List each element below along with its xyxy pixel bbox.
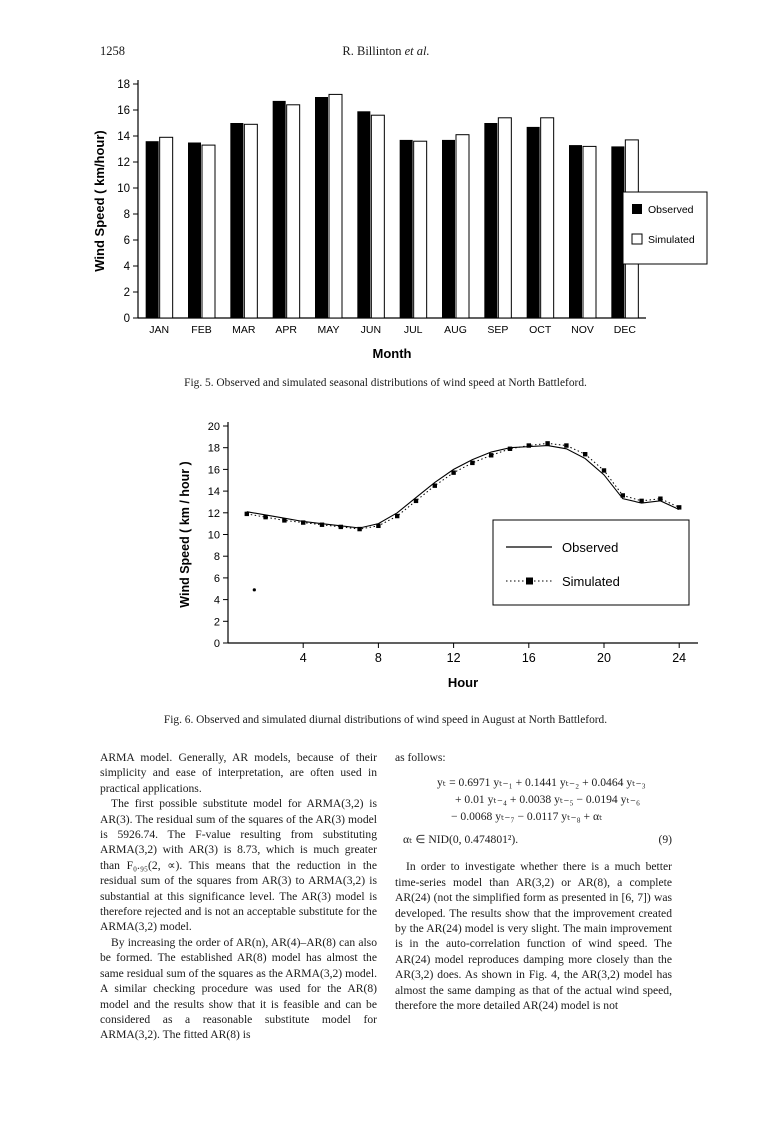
stray-mark xyxy=(252,588,256,592)
svg-text:Wind Speed ( km/hour): Wind Speed ( km/hour) xyxy=(92,130,107,271)
svg-text:8: 8 xyxy=(124,209,130,221)
svg-text:12: 12 xyxy=(117,157,130,169)
svg-text:MAY: MAY xyxy=(318,324,340,336)
svg-text:AUG: AUG xyxy=(444,324,467,336)
svg-text:0: 0 xyxy=(214,638,220,650)
svg-text:10: 10 xyxy=(208,530,220,542)
equation-number: (9) xyxy=(658,833,672,847)
svg-text:APR: APR xyxy=(275,324,297,336)
svg-text:20: 20 xyxy=(208,421,220,433)
svg-text:20: 20 xyxy=(597,651,611,665)
equation-line: yₜ = 0.6971 yₜ₋₁ + 0.1441 yₜ₋₂ + 0.0464 … xyxy=(437,776,646,790)
paragraph: ARMA model. Generally, AR models, becaus… xyxy=(100,751,377,795)
simulated-bars xyxy=(159,93,639,319)
observed-line xyxy=(246,444,680,529)
svg-text:Observed: Observed xyxy=(562,540,618,555)
svg-text:12: 12 xyxy=(208,508,220,520)
svg-text:14: 14 xyxy=(208,486,220,498)
equation-line: − 0.0068 yₜ₋₇ − 0.0117 yₜ₋₈ + αₜ xyxy=(451,810,603,824)
svg-text:8: 8 xyxy=(375,651,382,665)
svg-text:JUN: JUN xyxy=(361,324,381,336)
svg-text:24: 24 xyxy=(672,651,686,665)
paragraph: as follows: xyxy=(395,751,446,764)
svg-text:Hour: Hour xyxy=(448,675,478,690)
svg-text:16: 16 xyxy=(117,105,130,117)
svg-text:Month: Month xyxy=(373,346,412,361)
svg-text:18: 18 xyxy=(208,443,220,455)
left-column: ARMA model. Generally, AR models, becaus… xyxy=(100,750,377,1043)
svg-text:2: 2 xyxy=(214,616,220,628)
running-head-author: R. Billinton xyxy=(342,44,402,58)
svg-text:NOV: NOV xyxy=(571,324,594,336)
svg-text:0: 0 xyxy=(124,313,130,325)
svg-text:6: 6 xyxy=(214,573,220,585)
svg-text:FEB: FEB xyxy=(191,324,211,336)
equation-condition-row: αₜ ∈ NID(0, 0.474801²). (9) xyxy=(395,831,672,848)
svg-text:16: 16 xyxy=(522,651,536,665)
svg-text:Simulated: Simulated xyxy=(648,234,695,246)
right-column: as follows: yₜ = 0.6971 yₜ₋₁ + 0.1441 yₜ… xyxy=(395,750,672,1043)
svg-text:MAR: MAR xyxy=(232,324,256,336)
simulated-markers xyxy=(244,441,682,532)
fig6-legend: Observed Simulated xyxy=(492,519,690,606)
svg-text:10: 10 xyxy=(117,183,130,195)
equation-line: + 0.01 yₜ₋₄ + 0.0038 yₜ₋₅ − 0.0194 yₜ₋₆ xyxy=(455,793,640,807)
paragraph: In order to investigate whether there is… xyxy=(395,860,672,1013)
page-header: 1258 R. Billinton et al. xyxy=(100,44,672,60)
page-number: 1258 xyxy=(100,44,125,58)
svg-text:2: 2 xyxy=(124,287,130,299)
svg-text:14: 14 xyxy=(117,131,130,143)
running-head-etal: et al. xyxy=(404,44,430,58)
svg-text:4: 4 xyxy=(214,595,220,607)
body-text: ARMA model. Generally, AR models, becaus… xyxy=(100,750,672,1043)
svg-text:Wind Speed ( km / hour ): Wind Speed ( km / hour ) xyxy=(178,461,192,607)
svg-text:SEP: SEP xyxy=(487,324,508,336)
figure5-bar-chart: 0 2 4 6 8 10 12 14 16 18 JAN FEB MAR APR MAY JUN JUL AUG S… xyxy=(90,72,738,374)
svg-text:OCT: OCT xyxy=(529,324,552,336)
equation-9: yₜ = 0.6971 yₜ₋₁ + 0.1441 yₜ₋₂ + 0.0464 … xyxy=(395,774,672,848)
svg-text:JUL: JUL xyxy=(404,324,423,336)
fig5-legend: Observed Simulated xyxy=(622,191,708,265)
paragraph: The first possible substitute model for … xyxy=(100,797,377,934)
svg-text:16: 16 xyxy=(208,464,220,476)
equation-condition: αₜ ∈ NID(0, 0.474801²). xyxy=(403,833,519,847)
svg-text:Observed: Observed xyxy=(648,204,694,216)
svg-text:JAN: JAN xyxy=(149,324,169,336)
figure6-line-chart: 0 2 4 6 8 10 12 14 16 18 20 4 8 12 16 20 24 Wind Speed ( … xyxy=(176,410,724,704)
svg-text:4: 4 xyxy=(124,261,131,273)
svg-text:8: 8 xyxy=(214,551,220,563)
svg-text:12: 12 xyxy=(447,651,461,665)
observed-bars xyxy=(145,97,625,319)
paragraph: By increasing the order of AR(n), AR(4)–… xyxy=(100,935,377,1042)
svg-text:18: 18 xyxy=(117,79,130,91)
fig5-svg: 0 2 4 6 8 10 12 14 16 18 JAN FEB MAR APR MAY JUN JUL AUG S… xyxy=(92,79,708,361)
svg-text:DEC: DEC xyxy=(614,324,637,336)
svg-text:6: 6 xyxy=(124,235,130,247)
svg-text:Simulated: Simulated xyxy=(562,574,620,589)
svg-text:4: 4 xyxy=(300,651,307,665)
simulated-line xyxy=(246,442,680,530)
figure5-caption: Fig. 5. Observed and simulated seasonal … xyxy=(184,377,587,389)
running-head: R. Billinton et al. xyxy=(100,44,672,59)
figure6-caption: Fig. 6. Observed and simulated diurnal d… xyxy=(163,714,608,726)
